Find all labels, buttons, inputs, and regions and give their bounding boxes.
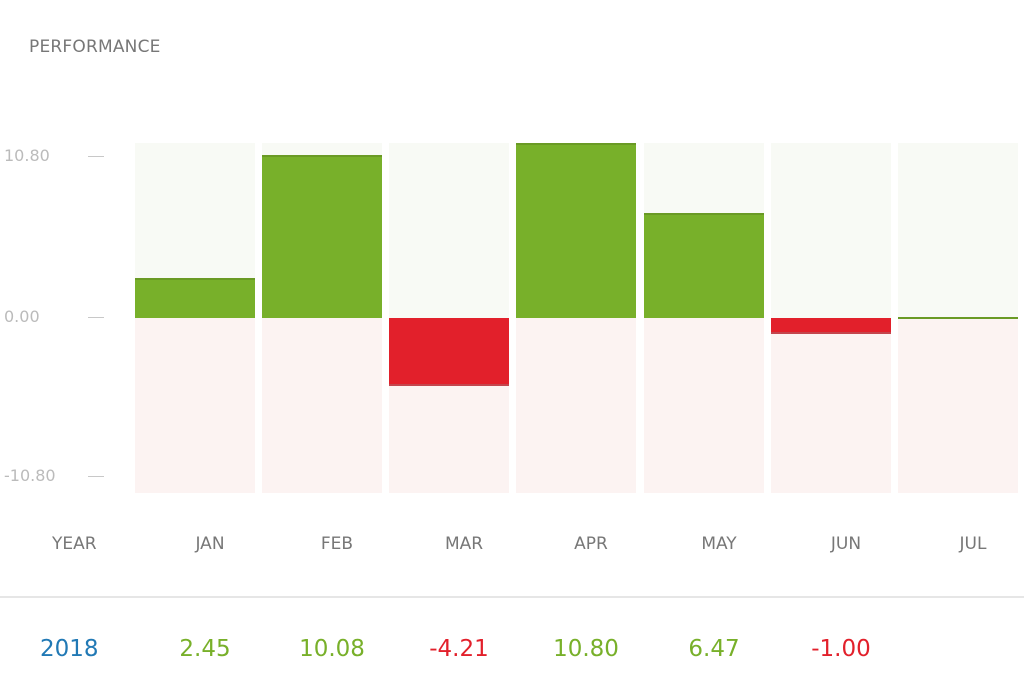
y-tick-label: -10.80 xyxy=(4,466,56,485)
negative-background xyxy=(898,318,1018,493)
positive-background xyxy=(389,143,509,318)
y-tick-top: 10.80 xyxy=(4,146,104,165)
negative-background xyxy=(135,318,255,493)
value-jan: 2.45 xyxy=(179,636,231,662)
negative-background xyxy=(262,318,382,493)
y-tick-zero: 0.00 xyxy=(4,307,104,326)
bar-feb[interactable] xyxy=(262,154,382,318)
value-may: 6.47 xyxy=(688,636,740,662)
divider xyxy=(0,596,1024,598)
bar-apr[interactable] xyxy=(516,143,636,318)
x-label-feb: FEB xyxy=(320,534,354,554)
bar-jan[interactable] xyxy=(135,278,255,318)
chart-title: PERFORMANCE xyxy=(29,37,161,57)
bar-may[interactable] xyxy=(644,213,764,318)
bar-jul[interactable] xyxy=(898,317,1018,319)
tick-mark xyxy=(88,317,104,318)
value-jun: -1.00 xyxy=(811,636,871,662)
column-apr xyxy=(516,143,636,493)
column-jun xyxy=(771,143,891,493)
year-column-header: YEAR xyxy=(52,534,97,554)
column-mar xyxy=(389,143,509,493)
column-jul xyxy=(898,143,1018,493)
column-feb xyxy=(262,143,382,493)
negative-background xyxy=(516,318,636,493)
y-tick-label: 10.80 xyxy=(4,146,50,165)
bar-jun[interactable] xyxy=(771,318,891,335)
column-may xyxy=(644,143,764,493)
positive-background xyxy=(771,143,891,318)
year-value: 2018 xyxy=(40,636,99,662)
negative-background xyxy=(644,318,764,493)
value-mar: -4.21 xyxy=(429,636,489,662)
tick-mark xyxy=(88,156,104,157)
x-label-jul: JUL xyxy=(959,534,987,554)
y-tick-bottom: -10.80 xyxy=(4,466,104,485)
bar-mar[interactable] xyxy=(389,318,509,387)
value-apr: 10.80 xyxy=(553,636,619,662)
x-label-jan: JAN xyxy=(195,534,225,554)
tick-mark xyxy=(88,476,104,477)
value-feb: 10.08 xyxy=(299,636,365,662)
x-label-jun: JUN xyxy=(830,534,862,554)
positive-background xyxy=(898,143,1018,318)
column-jan xyxy=(135,143,255,493)
x-label-mar: MAR xyxy=(444,534,484,554)
y-tick-label: 0.00 xyxy=(4,307,40,326)
x-label-apr: APR xyxy=(574,534,608,554)
x-label-may: MAY xyxy=(701,534,737,554)
negative-background xyxy=(771,318,891,493)
